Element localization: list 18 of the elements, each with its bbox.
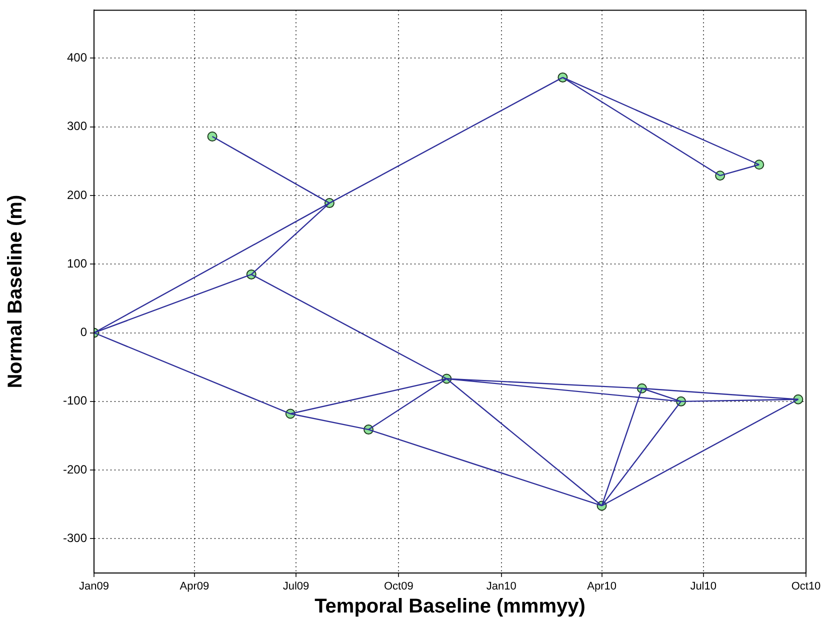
x-tick-label: Apr10 bbox=[587, 580, 616, 593]
y-tick-label: 200 bbox=[66, 188, 88, 202]
y-tick-label: -300 bbox=[62, 530, 88, 545]
y-tick-label: 300 bbox=[66, 119, 88, 134]
x-axis-title: Temporal Baseline (mmmyy) bbox=[314, 596, 586, 618]
y-tick-label: 0 bbox=[80, 325, 88, 340]
y-tick-label: -100 bbox=[62, 394, 88, 408]
x-tick-label: Oct09 bbox=[384, 580, 414, 593]
x-tick-label: Oct10 bbox=[791, 580, 821, 593]
y-tick-label: -200 bbox=[62, 462, 88, 476]
y-axis-title: Normal Baseline (m) bbox=[4, 194, 27, 388]
x-tick-label: Jul10 bbox=[690, 580, 716, 593]
x-tick-label: Jan09 bbox=[79, 580, 109, 593]
y-tick-label: 100 bbox=[66, 256, 88, 270]
x-tick-label: Jul09 bbox=[282, 580, 310, 593]
x-tick-label: Apr09 bbox=[180, 580, 210, 593]
y-tick-label: 400 bbox=[66, 50, 88, 65]
x-tick-label: Jan10 bbox=[486, 580, 516, 593]
